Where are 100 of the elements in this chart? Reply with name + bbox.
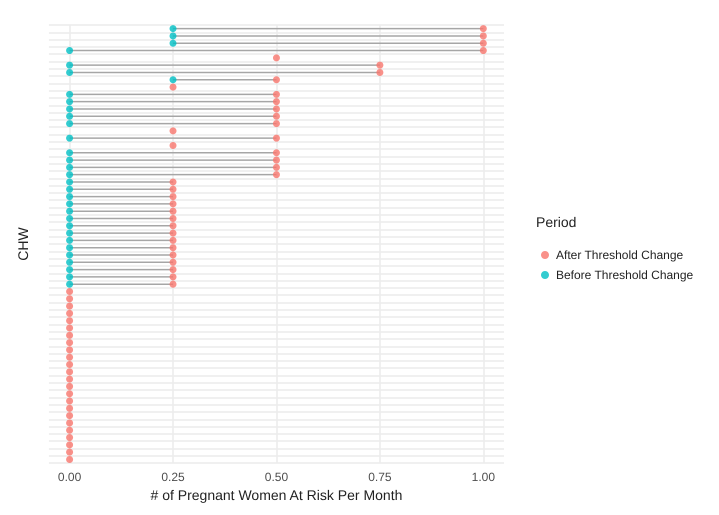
x-axis-title: # of Pregnant Women At Risk Per Month — [150, 487, 402, 503]
point — [66, 382, 74, 390]
point — [272, 112, 280, 120]
point — [66, 302, 74, 310]
point — [66, 280, 74, 288]
point — [66, 230, 74, 237]
point — [66, 441, 74, 448]
point — [66, 295, 74, 302]
point — [480, 32, 487, 40]
point — [480, 40, 487, 47]
point — [66, 426, 74, 434]
point — [170, 25, 177, 32]
point — [170, 252, 177, 258]
point — [66, 134, 74, 142]
point — [66, 164, 74, 171]
point — [66, 68, 74, 76]
point — [66, 214, 74, 222]
point — [272, 134, 280, 142]
point — [66, 171, 74, 178]
point — [66, 62, 74, 69]
point — [272, 54, 280, 62]
point — [66, 398, 74, 405]
point — [376, 68, 384, 76]
point — [66, 404, 74, 412]
point — [170, 244, 177, 252]
point — [66, 339, 74, 346]
point — [170, 214, 177, 222]
point — [66, 200, 74, 208]
point — [272, 149, 280, 156]
point — [66, 90, 74, 98]
point — [66, 419, 74, 426]
point — [170, 280, 177, 288]
point — [66, 178, 74, 186]
point — [170, 76, 177, 84]
x-tick-label: 1.00 — [472, 470, 496, 484]
point — [170, 208, 177, 215]
x-tick-label: 0.50 — [264, 470, 288, 484]
point — [66, 222, 74, 230]
point — [272, 98, 280, 106]
point — [66, 448, 74, 456]
x-tick-label: 0.75 — [368, 470, 392, 484]
point — [170, 230, 177, 237]
point — [66, 244, 74, 252]
point — [66, 105, 74, 112]
point — [66, 266, 74, 274]
point — [170, 142, 177, 149]
point — [272, 76, 280, 84]
point — [272, 90, 280, 98]
point — [66, 208, 74, 215]
point — [66, 112, 74, 120]
point — [170, 222, 177, 230]
point — [66, 390, 74, 398]
point — [170, 32, 177, 40]
point — [480, 47, 487, 54]
point — [66, 273, 74, 280]
point — [170, 178, 177, 186]
point — [66, 434, 74, 442]
point — [66, 98, 74, 106]
point — [66, 376, 74, 383]
legend-title: Period — [536, 214, 576, 230]
point — [170, 193, 177, 200]
legend-label: Before Threshold Change — [556, 268, 694, 282]
point — [66, 354, 74, 361]
point — [66, 346, 74, 354]
point — [272, 156, 280, 164]
point — [66, 310, 74, 317]
x-tick-label: 0.00 — [58, 470, 82, 484]
point — [66, 252, 74, 258]
point — [170, 84, 177, 91]
point — [170, 186, 177, 193]
point — [66, 186, 74, 193]
point — [66, 324, 74, 332]
point — [66, 47, 74, 54]
point — [66, 120, 74, 128]
point — [66, 456, 74, 463]
point — [66, 412, 74, 420]
point — [66, 332, 74, 339]
point — [170, 258, 177, 266]
point — [66, 288, 74, 296]
point — [376, 62, 384, 69]
point — [170, 273, 177, 280]
point — [170, 266, 177, 274]
point — [66, 317, 74, 324]
point — [66, 149, 74, 156]
y-axis-title: CHW — [15, 226, 31, 261]
point — [480, 25, 487, 32]
point — [66, 258, 74, 266]
point — [170, 236, 177, 244]
point — [170, 127, 177, 134]
x-tick-label: 0.25 — [161, 470, 186, 484]
point — [272, 164, 280, 171]
point — [170, 40, 177, 47]
legend-label: After Threshold Change — [556, 248, 684, 262]
point — [66, 193, 74, 200]
point — [272, 171, 280, 178]
point — [66, 236, 74, 244]
point — [272, 105, 280, 112]
point — [66, 156, 74, 164]
point — [272, 120, 280, 128]
point — [66, 368, 74, 376]
